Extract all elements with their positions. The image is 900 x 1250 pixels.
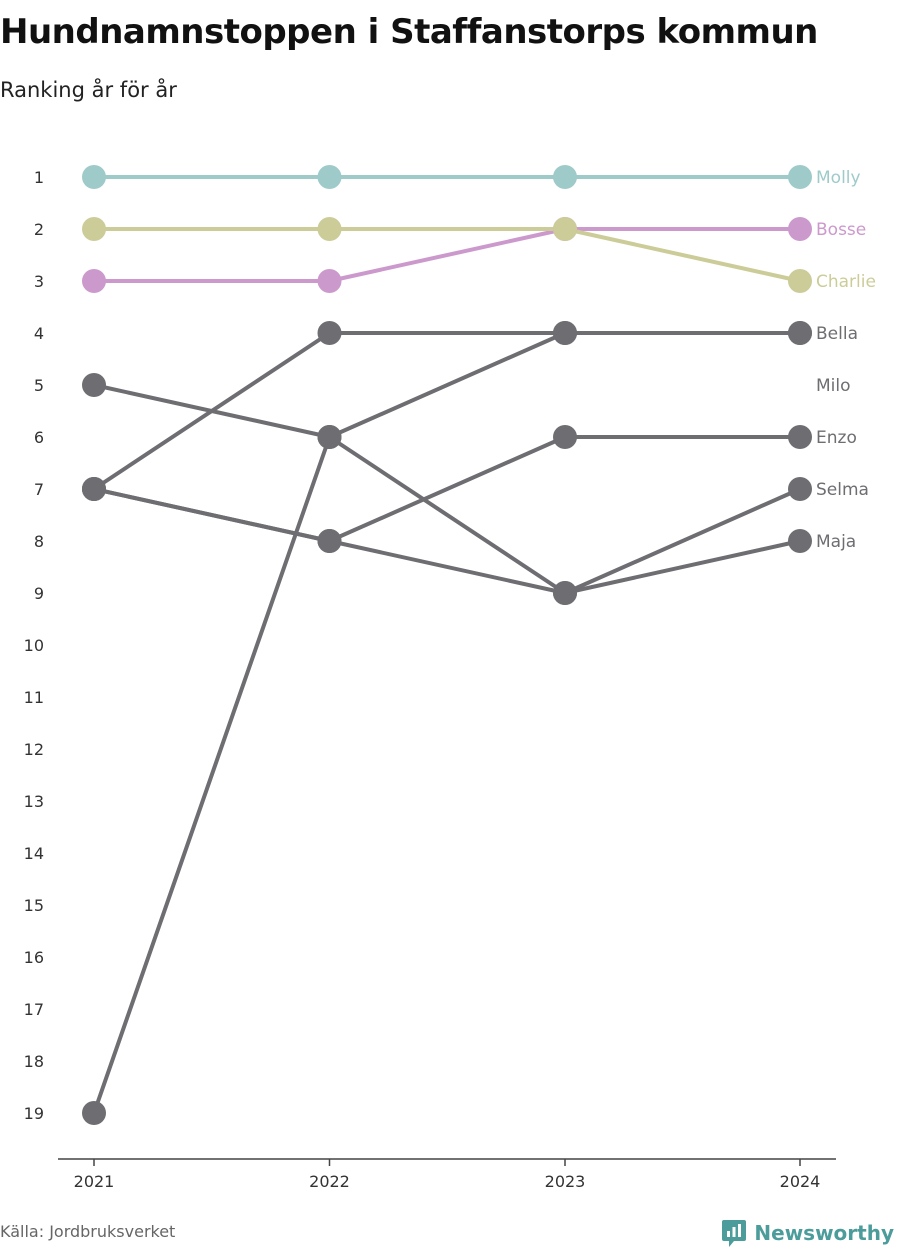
data-point-maja [553, 581, 577, 605]
end-label-bella: Bella [816, 324, 858, 344]
series-points [82, 165, 812, 1125]
data-point-maja [317, 425, 342, 449]
y-tick-label: 10 [24, 636, 44, 655]
data-point-bosse [788, 217, 812, 241]
y-tick-label: 9 [34, 584, 44, 603]
data-point-molly [553, 165, 577, 189]
data-point-charlie [788, 269, 812, 293]
end-label-maja: Maja [816, 532, 856, 552]
y-tick-label: 5 [34, 376, 44, 395]
y-tick-label: 16 [24, 948, 44, 967]
x-tick-label: 2023 [545, 1172, 586, 1191]
y-tick-label: 17 [24, 1000, 44, 1019]
data-point-milo [788, 321, 812, 345]
y-tick-label: 4 [34, 324, 44, 343]
y-tick-label: 15 [24, 896, 44, 915]
data-point-maja [788, 529, 812, 553]
brand-name: Newsworthy [754, 1221, 894, 1245]
y-tick-label: 19 [24, 1104, 44, 1123]
y-tick-label: 6 [34, 428, 44, 447]
data-point-milo [553, 321, 577, 345]
y-tick-label: 1 [34, 168, 44, 187]
series-line-selma [92, 487, 802, 595]
x-tick-label: 2021 [74, 1172, 115, 1191]
data-point-selma [788, 477, 812, 501]
series-lines [92, 175, 802, 1115]
y-tick-label: 7 [34, 480, 44, 499]
data-point-charlie [82, 217, 106, 241]
newsworthy-icon [722, 1220, 747, 1247]
y-tick-label: 8 [34, 532, 44, 551]
data-point-bosse [317, 269, 342, 293]
end-label-charlie: Charlie [816, 272, 876, 292]
x-tick-label: 2022 [309, 1172, 350, 1191]
series-line-maja [92, 383, 802, 595]
data-point-enzo [788, 425, 812, 449]
data-point-molly [82, 165, 106, 189]
series-line-bella [92, 331, 802, 1115]
data-point-charlie [317, 217, 342, 241]
chart-subtitle: Ranking år för år [0, 78, 177, 102]
series-line-milo [92, 331, 802, 491]
data-point-bella [82, 1101, 106, 1125]
series-line-enzo [92, 435, 802, 543]
source-note: Källa: Jordbruksverket [0, 1222, 176, 1241]
y-tick-label: 12 [24, 740, 44, 759]
data-point-molly [788, 165, 812, 189]
y-tick-label: 3 [34, 272, 44, 291]
x-tick-label: 2024 [780, 1172, 821, 1191]
end-labels: Molly Bosse Charlie Bella Milo Enzo Selma Maja [816, 168, 876, 552]
x-axis: 2021 2022 2023 2024 [58, 1158, 836, 1191]
end-label-selma: Selma [816, 480, 869, 500]
chart-title: Hundnamnstoppen i Staffanstorps kommun [0, 12, 818, 52]
end-label-bosse: Bosse [816, 220, 866, 240]
end-label-molly: Molly [816, 168, 861, 188]
end-label-enzo: Enzo [816, 428, 857, 448]
data-point-molly [317, 165, 342, 189]
y-tick-label: 18 [24, 1052, 44, 1071]
data-point-bosse [82, 269, 106, 293]
data-point-charlie [553, 217, 577, 241]
series-line-charlie [92, 227, 802, 283]
y-tick-label: 2 [34, 220, 44, 239]
data-point-enzo [553, 425, 577, 449]
y-tick-label: 14 [24, 844, 44, 863]
data-point-maja [82, 373, 106, 397]
data-point-milo [317, 321, 342, 345]
data-point-selma [317, 529, 342, 553]
y-tick-label: 13 [24, 792, 44, 811]
end-label-milo: Milo [816, 376, 851, 396]
data-point-selma [82, 477, 106, 501]
brand-logo: Newsworthy [721, 1218, 894, 1248]
series-line-bosse [92, 227, 802, 283]
y-tick-label: 11 [24, 688, 44, 707]
